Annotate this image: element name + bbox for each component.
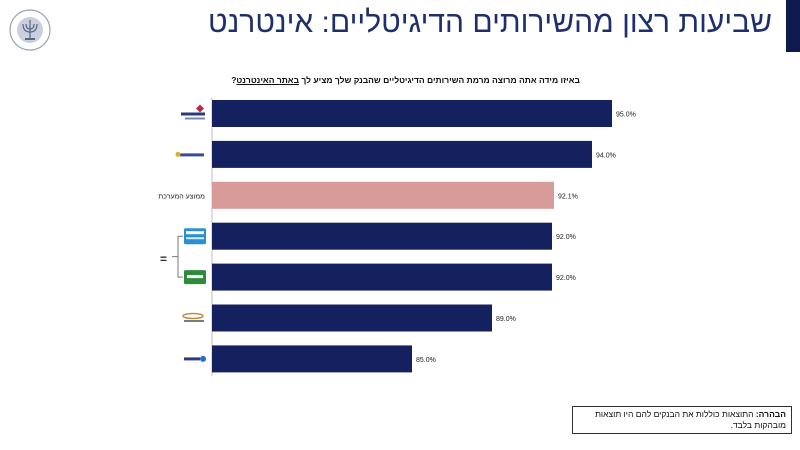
question-emphasis: באתר האינטרנט	[236, 75, 300, 85]
value-label-1: 95.0%	[616, 112, 636, 119]
first-international-logo-icon	[182, 312, 204, 322]
bar-1	[212, 100, 612, 127]
bar-2	[212, 140, 592, 168]
yahav-logo-icon	[184, 355, 206, 362]
note-text: התוצאות כוללות את הבנקים להם היו תוצאות …	[595, 409, 786, 430]
clarification-note: הבהרה: התוצאות כוללות את הבנקים להם היו …	[572, 406, 792, 434]
value-label-7: 85.0%	[416, 357, 436, 364]
bar-6	[212, 304, 492, 332]
category-label-system-average: ממוצע המערכת	[158, 193, 205, 200]
page-title: שביעות רצון מהשירותים הדיגיטליים: אינטרנ…	[208, 6, 772, 39]
note-label: הבהרה:	[755, 409, 786, 419]
bar-3	[212, 181, 554, 209]
value-label-6: 89.0%	[496, 316, 516, 323]
question-mark: ?	[231, 75, 237, 85]
survey-question: באיזו מידה אתה מרוצה מרמת השירותים הדיגי…	[231, 75, 580, 85]
hapoalim-logo-icon	[175, 151, 204, 157]
value-label-3: 92.1%	[558, 193, 578, 200]
tie-bracket	[172, 235, 183, 278]
bar-4	[212, 222, 552, 250]
brand-corner-bar	[786, 0, 800, 52]
discount-logo-icon	[181, 104, 205, 120]
value-label-2: 94.0%	[596, 152, 616, 159]
bar-7	[212, 345, 412, 373]
bank-of-israel-seal-icon	[9, 9, 51, 51]
question-text: באיזו מידה אתה מרוצה מרמת השירותים הדיגי…	[299, 75, 580, 85]
leumi-logo-icon	[184, 228, 206, 245]
mizrahi-logo-icon	[184, 270, 206, 285]
equal-sign: =	[160, 252, 168, 266]
bar-5	[212, 263, 552, 291]
value-label-4: 92.0%	[556, 234, 576, 241]
value-label-5: 92.0%	[556, 275, 576, 282]
